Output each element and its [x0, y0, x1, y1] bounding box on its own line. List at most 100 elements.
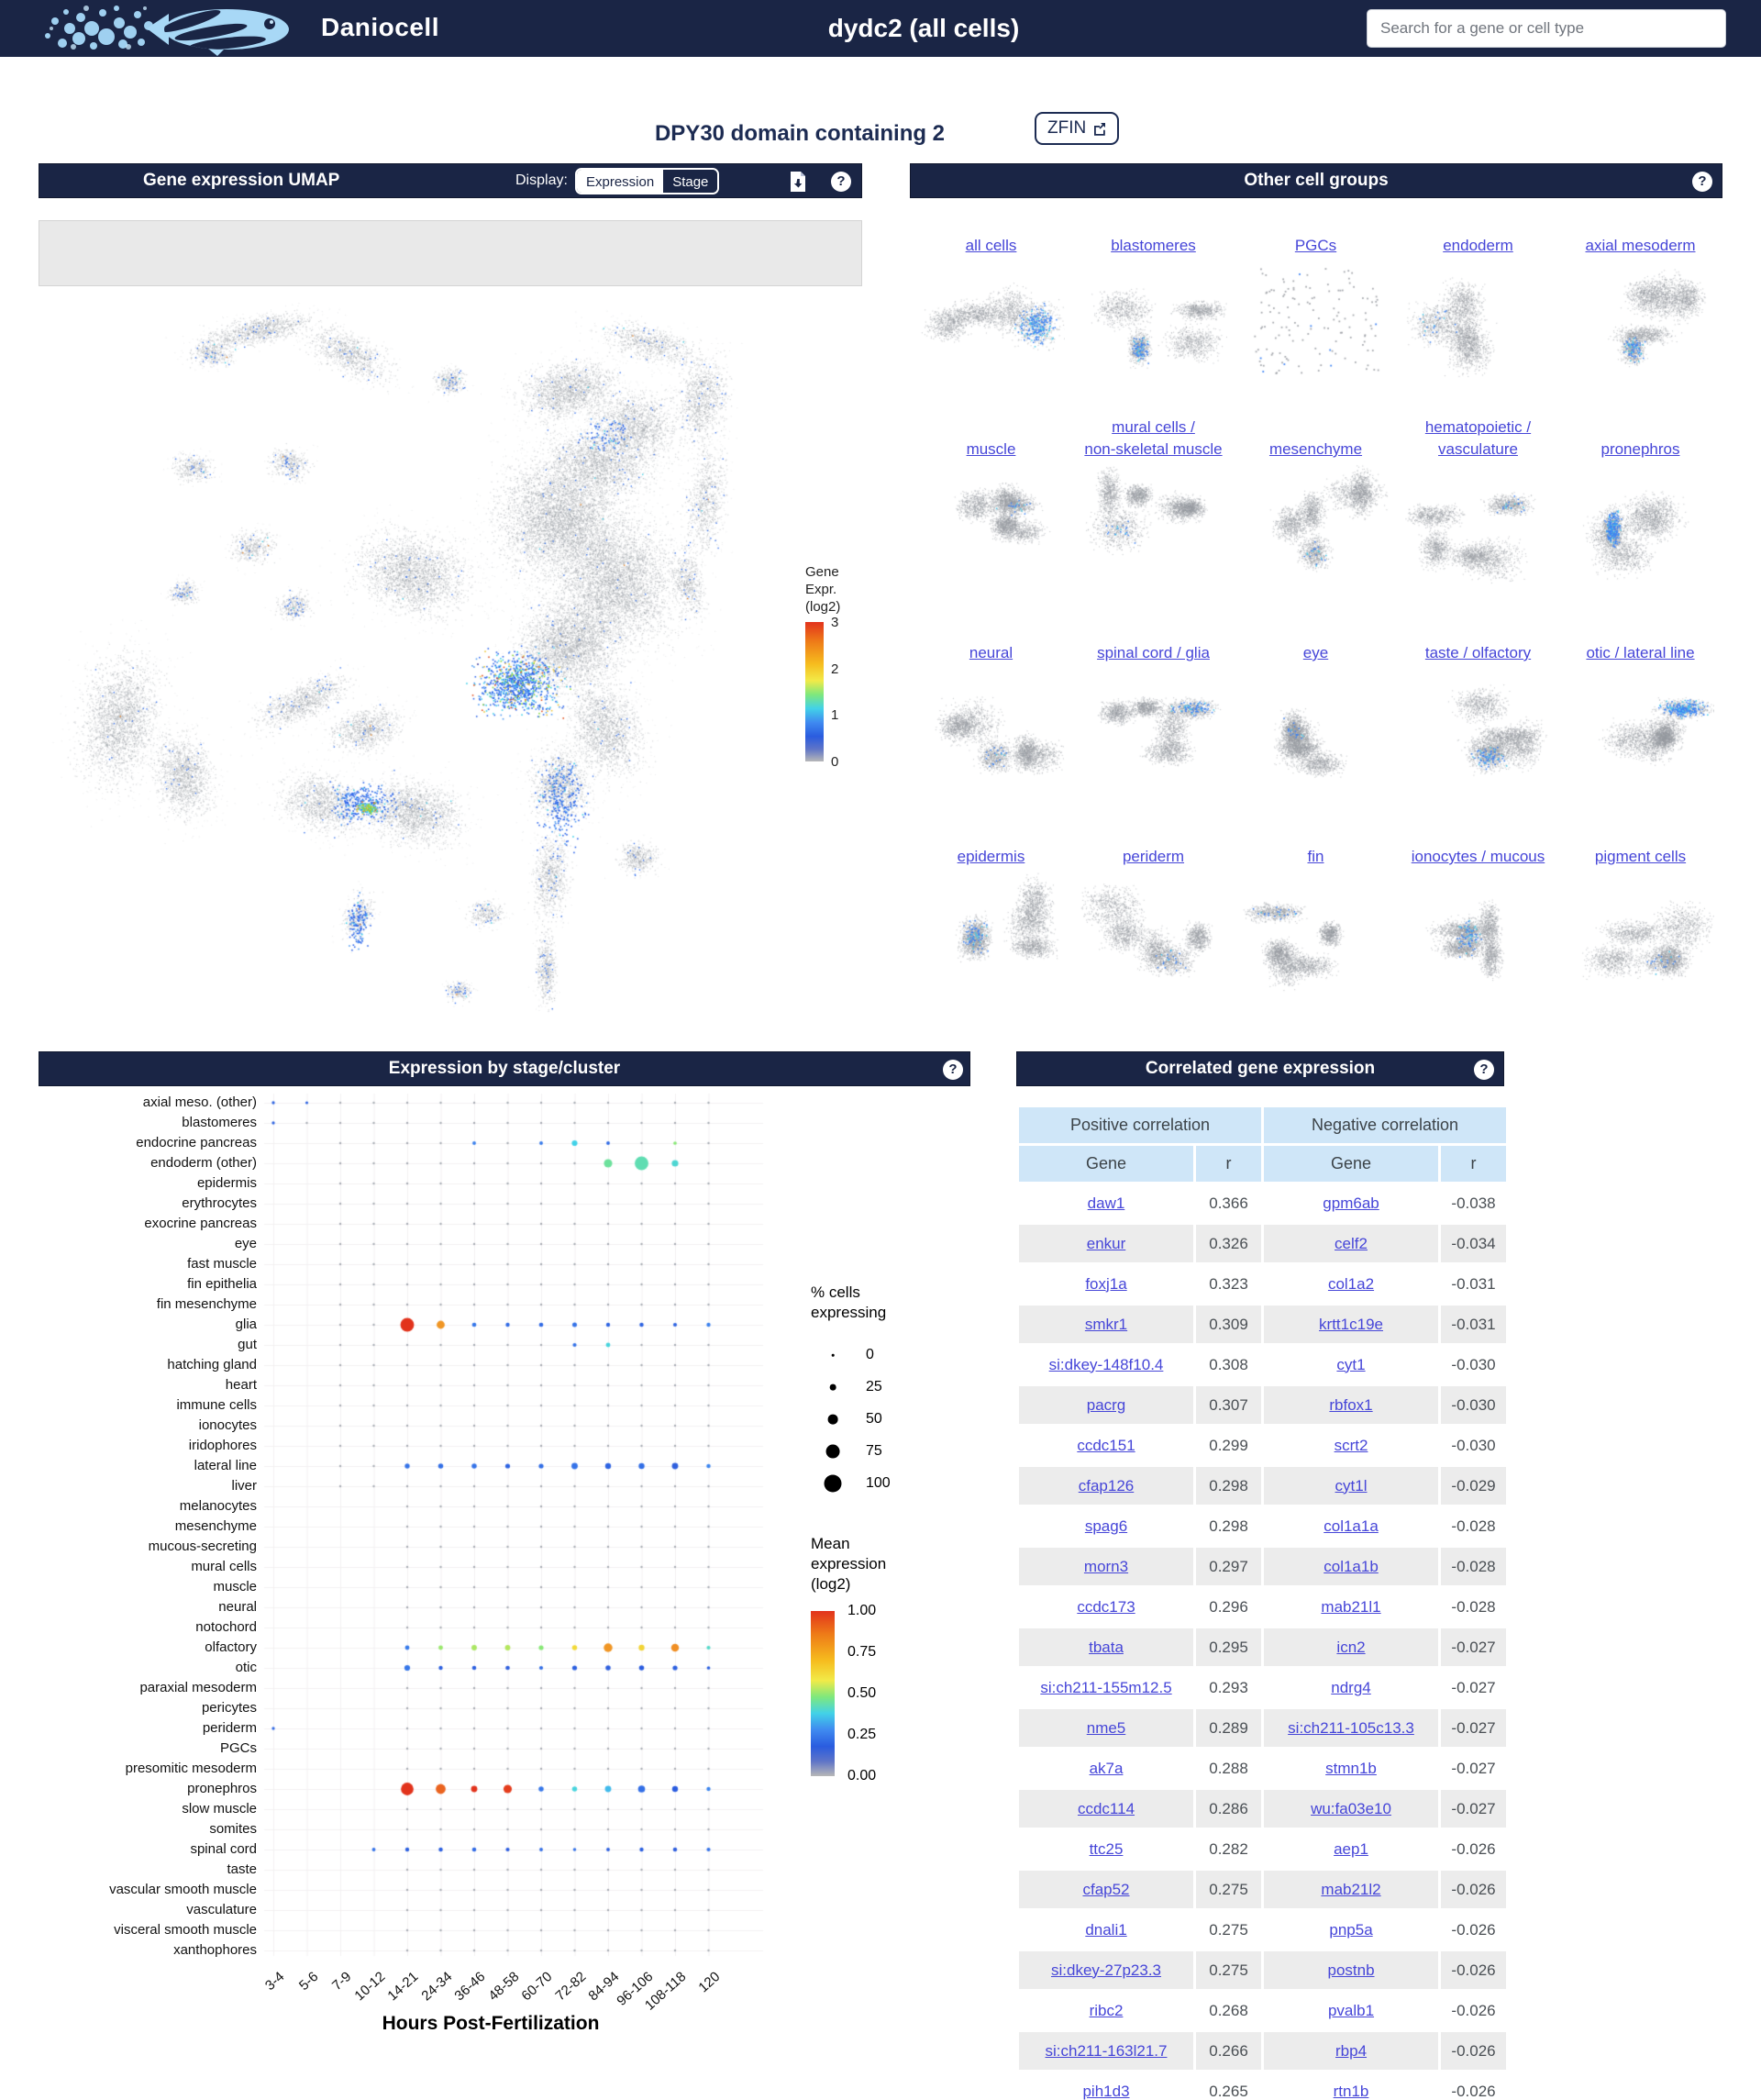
cell-group-link-text[interactable]: otic / lateral line: [1586, 644, 1695, 661]
gene-link[interactable]: icn2: [1336, 1638, 1366, 1656]
cell-group-link[interactable]: blastomeres: [1111, 204, 1196, 257]
cell-group-link-text[interactable]: blastomeres: [1111, 237, 1196, 254]
gene-link[interactable]: tbata: [1089, 1638, 1124, 1656]
gene-link[interactable]: si:dkey-27p23.3: [1050, 1961, 1162, 1979]
cell-group-link-text[interactable]: vasculature: [1438, 440, 1518, 458]
gene-link[interactable]: si:ch211-163l21.7: [1045, 2041, 1168, 2060]
cell-group-link[interactable]: endoderm: [1443, 204, 1513, 257]
groups-help-icon[interactable]: ?: [1692, 172, 1712, 192]
cell-group-thumbnail[interactable]: [1242, 668, 1390, 789]
gene-link[interactable]: postnb: [1327, 1961, 1375, 1979]
cell-group-thumbnail[interactable]: [1404, 261, 1552, 382]
display-toggle[interactable]: Expression Stage: [575, 168, 720, 194]
gene-link[interactable]: cyt1l: [1335, 1476, 1368, 1494]
gene-link[interactable]: si:dkey-148f10.4: [1048, 1355, 1164, 1373]
gene-link[interactable]: mab21l2: [1321, 1880, 1381, 1898]
gene-link[interactable]: pvalb1: [1327, 2001, 1375, 2019]
umap-plot[interactable]: [46, 289, 798, 1014]
gene-link[interactable]: col1a2: [1327, 1274, 1375, 1293]
cell-group-thumbnail[interactable]: [1567, 464, 1714, 585]
cell-group-thumbnail[interactable]: [1080, 261, 1227, 382]
gene-link[interactable]: mab21l1: [1321, 1597, 1381, 1616]
gene-link[interactable]: si:ch211-105c13.3: [1288, 1718, 1414, 1737]
cell-group-link-text[interactable]: mesenchyme: [1268, 440, 1363, 458]
cell-group-thumbnail[interactable]: [917, 464, 1065, 585]
gene-link[interactable]: stmn1b: [1325, 1759, 1377, 1777]
cell-group-thumbnail[interactable]: [1080, 668, 1227, 789]
cell-group-link-text[interactable]: epidermis: [957, 848, 1025, 865]
dotplot-help-icon[interactable]: ?: [943, 1060, 963, 1080]
cell-group-link-text[interactable]: ionocytes / mucous: [1411, 848, 1545, 865]
cell-group-thumbnail[interactable]: [917, 261, 1065, 382]
cell-group-link[interactable]: mural cells / non-skeletal muscle: [1084, 407, 1222, 461]
dotplot-chart[interactable]: [39, 1086, 970, 2013]
cell-group-link[interactable]: hematopoietic / vasculature: [1425, 407, 1531, 461]
cell-group-link[interactable]: otic / lateral line: [1586, 611, 1694, 664]
gene-link[interactable]: ndrg4: [1331, 1678, 1371, 1696]
cell-group-link-text[interactable]: PGCs: [1294, 237, 1337, 254]
cell-group-link[interactable]: PGCs: [1295, 204, 1336, 257]
gene-link[interactable]: scrt2: [1334, 1436, 1368, 1454]
cell-group-link-text[interactable]: neural: [969, 644, 1013, 661]
gene-link[interactable]: dnali1: [1085, 1920, 1127, 1939]
cell-group-link-text[interactable]: mural cells /: [1112, 418, 1195, 436]
gene-link[interactable]: cfap52: [1082, 1880, 1130, 1898]
cell-group-thumbnail[interactable]: [1242, 261, 1390, 382]
cell-group-link-text[interactable]: all cells: [965, 237, 1017, 254]
cell-group-link[interactable]: pronephros: [1600, 407, 1679, 461]
gene-link[interactable]: celf2: [1335, 1234, 1368, 1252]
cell-group-thumbnail[interactable]: [1242, 464, 1390, 585]
gene-link[interactable]: nme5: [1086, 1718, 1126, 1737]
cell-group-link[interactable]: ionocytes / mucous: [1412, 815, 1545, 868]
cell-group-link[interactable]: muscle: [967, 407, 1016, 461]
cell-group-link[interactable]: epidermis: [958, 815, 1025, 868]
cell-group-thumbnail[interactable]: [1567, 872, 1714, 993]
cell-group-link-text[interactable]: pigment cells: [1594, 848, 1687, 865]
gene-link[interactable]: cfap126: [1078, 1476, 1135, 1494]
cell-group-link[interactable]: axial mesoderm: [1586, 204, 1696, 257]
gene-link[interactable]: rbp4: [1335, 2041, 1368, 2060]
gene-link[interactable]: rbfox1: [1329, 1395, 1373, 1414]
cell-group-link-text[interactable]: fin: [1307, 848, 1324, 865]
cell-group-link[interactable]: pigment cells: [1595, 815, 1686, 868]
cell-group-thumbnail[interactable]: [1080, 464, 1227, 585]
cell-group-link[interactable]: neural: [969, 611, 1013, 664]
gene-link[interactable]: cyt1: [1336, 1355, 1366, 1373]
cell-group-thumbnail[interactable]: [917, 872, 1065, 993]
gene-link[interactable]: foxj1a: [1085, 1274, 1127, 1293]
gene-link[interactable]: smkr1: [1084, 1315, 1128, 1333]
cell-group-link-text[interactable]: hematopoietic /: [1424, 418, 1532, 436]
cell-group-thumbnail[interactable]: [1567, 261, 1714, 382]
gene-link[interactable]: wu:fa03e10: [1311, 1799, 1391, 1817]
gene-link[interactable]: rtn1b: [1333, 2082, 1369, 2100]
cell-group-thumbnail[interactable]: [1567, 668, 1714, 789]
gene-link[interactable]: ccdc151: [1077, 1436, 1135, 1454]
umap-toolbar-placeholder[interactable]: [39, 220, 862, 286]
cell-group-link-text[interactable]: pronephros: [1600, 440, 1680, 458]
cell-group-link-text[interactable]: endoderm: [1443, 237, 1513, 254]
umap-help-icon[interactable]: ?: [831, 172, 851, 192]
gene-link[interactable]: col1a1b: [1324, 1557, 1379, 1575]
gene-link[interactable]: si:ch211-155m12.5: [1040, 1678, 1172, 1696]
cell-group-thumbnail[interactable]: [1080, 872, 1227, 993]
cell-group-link-text[interactable]: non-skeletal muscle: [1084, 440, 1223, 458]
cell-group-link-text[interactable]: periderm: [1122, 848, 1185, 865]
cell-group-link[interactable]: all cells: [966, 204, 1017, 257]
cell-group-link[interactable]: spinal cord / glia: [1097, 611, 1210, 664]
cell-group-link[interactable]: mesenchyme: [1269, 407, 1362, 461]
cell-group-thumbnail[interactable]: [1242, 872, 1390, 993]
cell-group-link-text[interactable]: axial mesoderm: [1585, 237, 1696, 254]
cell-group-link-text[interactable]: muscle: [966, 440, 1016, 458]
toggle-option-stage[interactable]: Stage: [663, 170, 718, 193]
search-input[interactable]: [1367, 9, 1726, 48]
gene-link[interactable]: col1a1a: [1324, 1517, 1379, 1535]
cell-group-thumbnail[interactable]: [917, 668, 1065, 789]
cell-group-link[interactable]: periderm: [1123, 815, 1184, 868]
cell-group-thumbnail[interactable]: [1404, 872, 1552, 993]
gene-link[interactable]: daw1: [1087, 1194, 1125, 1212]
gene-link[interactable]: pnp5a: [1329, 1920, 1373, 1939]
gene-link[interactable]: ccdc173: [1077, 1597, 1135, 1616]
cell-group-link[interactable]: taste / olfactory: [1425, 611, 1531, 664]
gene-link[interactable]: ttc25: [1089, 1839, 1124, 1858]
gene-link[interactable]: gpm6ab: [1323, 1194, 1379, 1212]
